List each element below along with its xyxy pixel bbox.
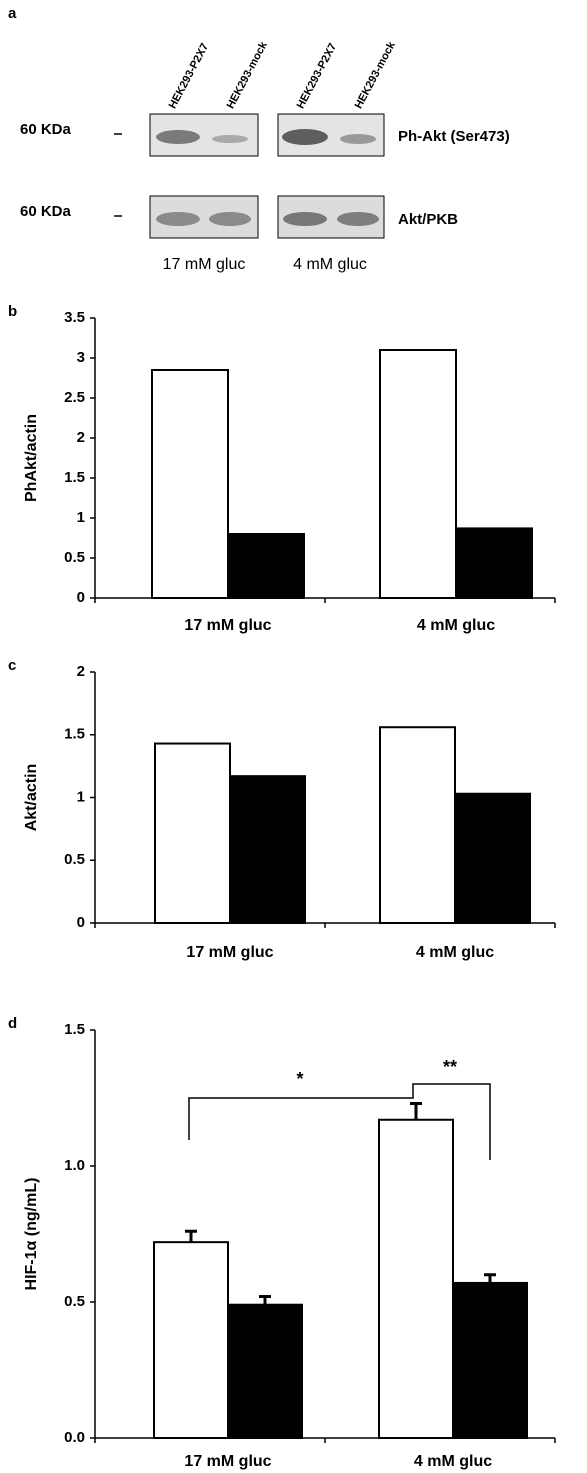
- bar: [151, 369, 229, 599]
- lane-label: HEK293-mock: [225, 39, 271, 111]
- bar: [229, 775, 306, 924]
- error-bar: [259, 1295, 271, 1305]
- condition-label: 4 mM gluc: [293, 256, 367, 273]
- y-tick-label: 1: [77, 509, 85, 526]
- error-bar: [410, 1101, 422, 1120]
- lane-label: HEK293-mock: [353, 39, 399, 111]
- y-tick-label: 0.0: [64, 1429, 85, 1446]
- y-axis-label: HIF-1α (ng/mL): [23, 1178, 40, 1291]
- y-tick-label: 3: [77, 349, 85, 366]
- bar: [452, 1281, 528, 1439]
- blot-images: [114, 113, 385, 239]
- bar: [379, 349, 457, 599]
- lane-label: HEK293-P2X7: [295, 41, 339, 110]
- x-tick-label: 4 mM gluc: [416, 944, 494, 961]
- y-tick-label: 0.5: [64, 549, 85, 566]
- y-tick-label: 1.0: [64, 1157, 85, 1174]
- panel-label: c: [8, 657, 16, 674]
- x-tick-label: 17 mM gluc: [184, 617, 271, 634]
- lane-label: HEK293-P2X7: [167, 41, 211, 110]
- y-tick-label: 2.5: [64, 389, 85, 406]
- bar: [454, 792, 531, 924]
- bar: [378, 1118, 454, 1439]
- error-bar: [185, 1229, 197, 1243]
- marker-label: 60 KDa: [20, 203, 72, 220]
- condition-label: 17 mM gluc: [163, 256, 246, 273]
- annotation: *: [296, 1069, 303, 1089]
- y-axis-label: PhAkt/actin: [23, 414, 40, 502]
- y-tick-label: 1.5: [64, 469, 85, 486]
- y-axis-label: Akt/actin: [23, 764, 40, 832]
- panel-label: d: [8, 1015, 17, 1032]
- bar: [227, 1303, 303, 1439]
- bar: [154, 742, 231, 924]
- y-tick-label: 0: [77, 589, 85, 606]
- y-tick-label: 0: [77, 914, 85, 931]
- significance-brackets: [188, 1083, 491, 1160]
- y-tick-label: 1.5: [64, 1021, 85, 1038]
- x-tick-label: 17 mM gluc: [184, 1453, 271, 1470]
- panel-label: b: [8, 303, 17, 320]
- y-tick-label: 2: [77, 663, 85, 680]
- bar: [455, 527, 533, 600]
- row-label: Ph-Akt (Ser473): [398, 128, 510, 145]
- y-tick-label: 0.5: [64, 851, 85, 868]
- y-tick-label: 0.5: [64, 1293, 85, 1310]
- x-tick-label: 17 mM gluc: [186, 944, 273, 961]
- marker-label: 60 KDa: [20, 121, 72, 138]
- y-tick-label: 1.5: [64, 726, 85, 743]
- x-tick-label: 4 mM gluc: [414, 1453, 492, 1470]
- bar: [227, 533, 305, 599]
- y-tick-label: 2: [77, 429, 85, 446]
- x-tick-label: 4 mM gluc: [417, 617, 495, 634]
- row-label: Akt/PKB: [398, 211, 458, 228]
- y-tick-label: 1: [77, 788, 85, 805]
- y-tick-label: 3.5: [64, 309, 85, 326]
- annotation: **: [443, 1057, 457, 1077]
- error-bar: [484, 1273, 496, 1283]
- panel-label: a: [8, 5, 17, 22]
- bar: [379, 726, 456, 924]
- bar: [153, 1241, 229, 1440]
